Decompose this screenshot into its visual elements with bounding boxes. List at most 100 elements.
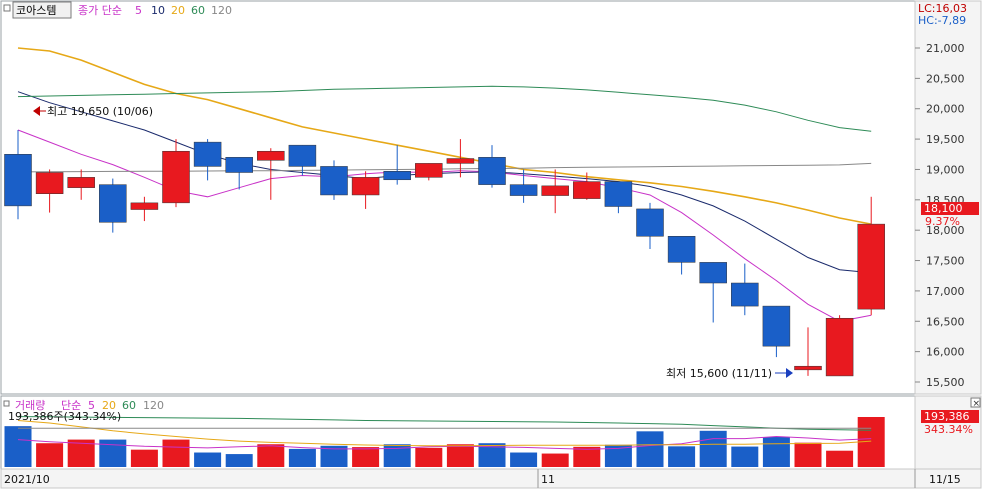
volume-bar[interactable] bbox=[67, 439, 95, 467]
volume-bar[interactable] bbox=[731, 446, 759, 467]
candle-body[interactable] bbox=[257, 150, 285, 161]
volume-bar[interactable] bbox=[446, 444, 474, 467]
candle-body[interactable] bbox=[731, 282, 759, 307]
ma-period-60[interactable]: 60 bbox=[191, 4, 205, 17]
price-tick-label: 15,500 bbox=[926, 376, 965, 389]
candle-body[interactable] bbox=[320, 166, 348, 196]
volume-bar[interactable] bbox=[699, 430, 727, 467]
volume-bar[interactable] bbox=[668, 446, 696, 467]
volume-bar[interactable] bbox=[510, 452, 538, 467]
volume-ma-20[interactable]: 20 bbox=[102, 399, 116, 412]
candle-body[interactable] bbox=[162, 150, 190, 204]
price-tick-label: 19,500 bbox=[926, 133, 965, 146]
volume-bar[interactable] bbox=[130, 449, 158, 467]
ma-period-120[interactable]: 120 bbox=[211, 4, 232, 17]
volume-ma-5[interactable]: 5 bbox=[88, 399, 95, 412]
volume-bar[interactable] bbox=[383, 444, 411, 467]
candle-body[interactable] bbox=[288, 144, 317, 167]
close-icon: × bbox=[973, 399, 981, 409]
price-tick-label: 21,000 bbox=[926, 42, 965, 55]
volume-bar[interactable] bbox=[573, 446, 601, 467]
volume-bar[interactable] bbox=[794, 442, 822, 467]
ma-line-5 bbox=[17, 129, 872, 322]
hc-indicator: HC:-7,89 bbox=[918, 14, 966, 27]
last-price: 18,100 bbox=[924, 202, 963, 215]
volume-bar[interactable] bbox=[826, 450, 854, 467]
volume-bar[interactable] bbox=[636, 431, 664, 467]
candle-body[interactable] bbox=[446, 158, 475, 164]
volume-bar[interactable] bbox=[257, 444, 285, 467]
lc-indicator: LC:16,03 bbox=[918, 2, 967, 15]
volume-bar[interactable] bbox=[320, 445, 348, 467]
candle-body[interactable] bbox=[636, 208, 664, 237]
candle-body[interactable] bbox=[541, 185, 569, 196]
volume-ma-60[interactable]: 60 bbox=[122, 399, 136, 412]
ma-period-10[interactable]: 10 bbox=[151, 4, 165, 17]
stock-name-box[interactable] bbox=[12, 1, 72, 19]
price-tick-label: 18,000 bbox=[926, 224, 965, 237]
candle-body[interactable] bbox=[130, 202, 159, 210]
candle-body[interactable] bbox=[67, 177, 95, 188]
volume-ma-label: 단순 bbox=[61, 399, 81, 412]
volume-ma20-line bbox=[17, 420, 872, 447]
stock-name: 코아스템 bbox=[16, 4, 56, 17]
ma-period-20[interactable]: 20 bbox=[171, 4, 185, 17]
date-axis-panel bbox=[0, 468, 982, 489]
low-label: 최저 15,600 (11/11) bbox=[666, 367, 772, 380]
volume-bar[interactable] bbox=[194, 452, 222, 467]
candle-body[interactable] bbox=[573, 181, 601, 199]
ma-label: 종가 단순 bbox=[78, 4, 122, 17]
candle-body[interactable] bbox=[699, 262, 727, 284]
volume-bar[interactable] bbox=[478, 443, 506, 467]
candle-body[interactable] bbox=[415, 163, 443, 178]
volume-ma60-line bbox=[17, 416, 872, 431]
candle-body[interactable] bbox=[478, 157, 506, 185]
volume-bar[interactable] bbox=[36, 443, 64, 467]
volume-ma5-line bbox=[17, 435, 872, 450]
volume-bar[interactable] bbox=[162, 439, 190, 467]
candle-body[interactable] bbox=[193, 141, 222, 167]
price-tick-label: 16,000 bbox=[926, 346, 965, 359]
candle-body[interactable] bbox=[99, 184, 127, 223]
candles bbox=[4, 129, 885, 377]
last-price-badge bbox=[921, 202, 979, 215]
candle-body[interactable] bbox=[383, 171, 411, 181]
volume-legend-toggle[interactable] bbox=[3, 400, 10, 407]
high-annotation: 최고 19,650 (10/06) bbox=[33, 105, 153, 118]
legend-toggle-box[interactable] bbox=[3, 4, 11, 12]
volume-ma-120[interactable]: 120 bbox=[143, 399, 164, 412]
volume-last: 193,386 bbox=[924, 410, 970, 423]
volume-bar[interactable] bbox=[352, 447, 380, 467]
candle-body[interactable] bbox=[825, 317, 854, 377]
candle-body[interactable] bbox=[35, 172, 64, 194]
volume-bar[interactable] bbox=[225, 454, 253, 467]
price-ticks: 21,00020,50020,00019,50019,00018,50018,0… bbox=[915, 42, 965, 389]
date-label-start: 2021/10 bbox=[4, 473, 50, 486]
volume-bar[interactable] bbox=[4, 426, 32, 467]
price-tick-label: 20,000 bbox=[926, 103, 965, 116]
volume-bar[interactable] bbox=[99, 439, 127, 467]
candle-body[interactable] bbox=[351, 177, 380, 196]
volume-ma-lines bbox=[17, 416, 872, 450]
volume-bar[interactable] bbox=[604, 444, 632, 467]
volume-bars bbox=[4, 417, 885, 467]
candle-body[interactable] bbox=[604, 181, 633, 207]
volume-bar[interactable] bbox=[541, 453, 569, 467]
candle-body[interactable] bbox=[667, 236, 696, 263]
candle-body[interactable] bbox=[762, 305, 791, 347]
price-tick-label: 16,500 bbox=[926, 315, 965, 328]
price-tick-label: 17,000 bbox=[926, 285, 965, 298]
volume-bar[interactable] bbox=[762, 437, 790, 467]
candle-body[interactable] bbox=[857, 223, 885, 310]
moving-average-lines bbox=[17, 47, 872, 322]
date-label-nov: 11 bbox=[541, 473, 555, 486]
candle-body[interactable] bbox=[509, 184, 538, 196]
candle-body[interactable] bbox=[4, 154, 32, 207]
volume-label: 거래량 bbox=[15, 399, 45, 412]
volume-bar[interactable] bbox=[288, 448, 316, 467]
candle-body[interactable] bbox=[225, 157, 253, 173]
volume-close-button[interactable] bbox=[970, 397, 981, 408]
ma-period-5[interactable]: 5 bbox=[135, 4, 142, 17]
candle-body[interactable] bbox=[794, 365, 822, 371]
volume-bar[interactable] bbox=[415, 447, 443, 467]
